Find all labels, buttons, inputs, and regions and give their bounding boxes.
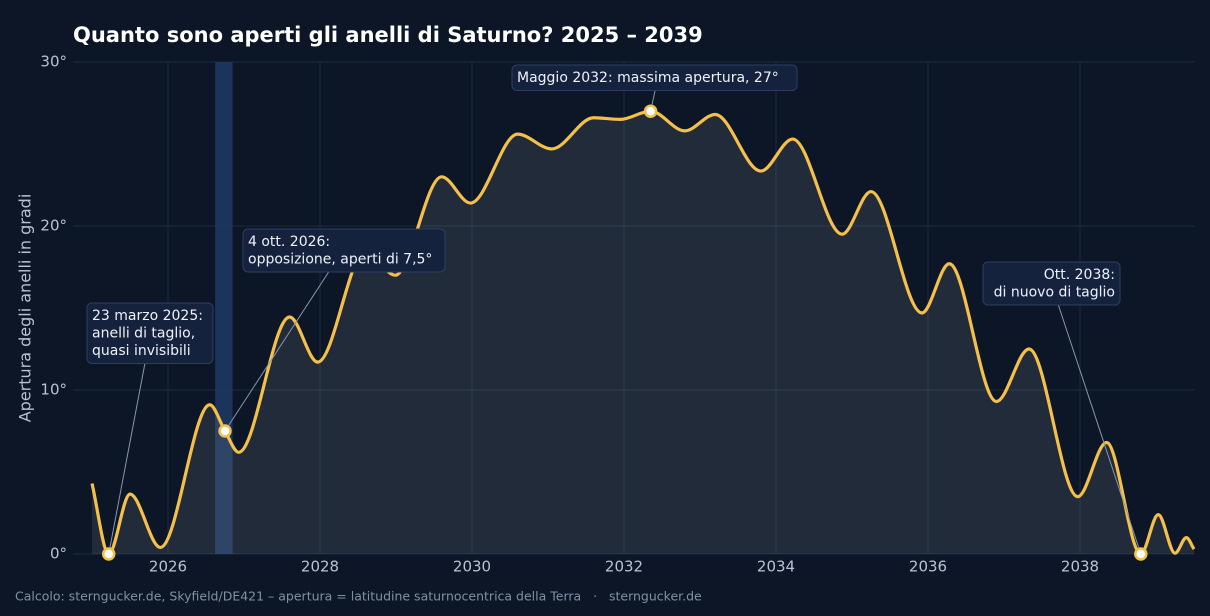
- annotation-marker: [218, 424, 232, 438]
- annotation-text: 4 ott. 2026:: [248, 234, 330, 250]
- annotation-text: di nuovo di taglio: [994, 285, 1115, 301]
- annotation-text: opposizione, aperti di 7,5°: [248, 252, 432, 268]
- y-tick-label: 20°: [40, 217, 67, 235]
- annotation-marker: [101, 547, 116, 561]
- x-tick-label: 2034: [757, 558, 795, 576]
- annotation-connector: [108, 362, 146, 555]
- annotation-box: [511, 64, 798, 91]
- x-tick-label: 2028: [301, 558, 339, 576]
- area: [92, 111, 1194, 554]
- annotation-text: quasi invisibili: [92, 343, 191, 359]
- y-tick-label: 10°: [40, 381, 67, 399]
- annotation-box: [242, 228, 446, 273]
- annotation-connector: [1057, 303, 1142, 555]
- x-tick-label: 2026: [149, 558, 187, 576]
- x-tick-label: 2032: [605, 558, 643, 576]
- x-tick-label: 2036: [909, 558, 947, 576]
- x-tick-label: 2030: [453, 558, 491, 576]
- x-tick-label: 2038: [1061, 558, 1099, 576]
- annotation-connector: [224, 269, 331, 432]
- annotation-marker: [1134, 547, 1148, 561]
- footer: Calcolo: sterngucker.de, Skyfield/DE421 …: [15, 589, 702, 604]
- annotation-text: Ott. 2038:: [1044, 267, 1115, 283]
- annotation-box: [86, 302, 214, 364]
- y-tick-label: 30°: [40, 53, 67, 71]
- annotation-text: anelli di taglio,: [92, 326, 195, 342]
- annotation-box: [982, 261, 1121, 306]
- annotation-text: Maggio 2032: massima apertura, 27°: [517, 70, 779, 86]
- chart-title: Quanto sono aperti gli anelli di Saturno…: [73, 23, 703, 47]
- y-tick-label: 0°: [50, 545, 67, 563]
- annotation-marker: [643, 104, 658, 118]
- annotation-text: 23 marzo 2025:: [92, 308, 203, 324]
- y-axis-label: Apertura degli anelli in gradi: [16, 194, 35, 423]
